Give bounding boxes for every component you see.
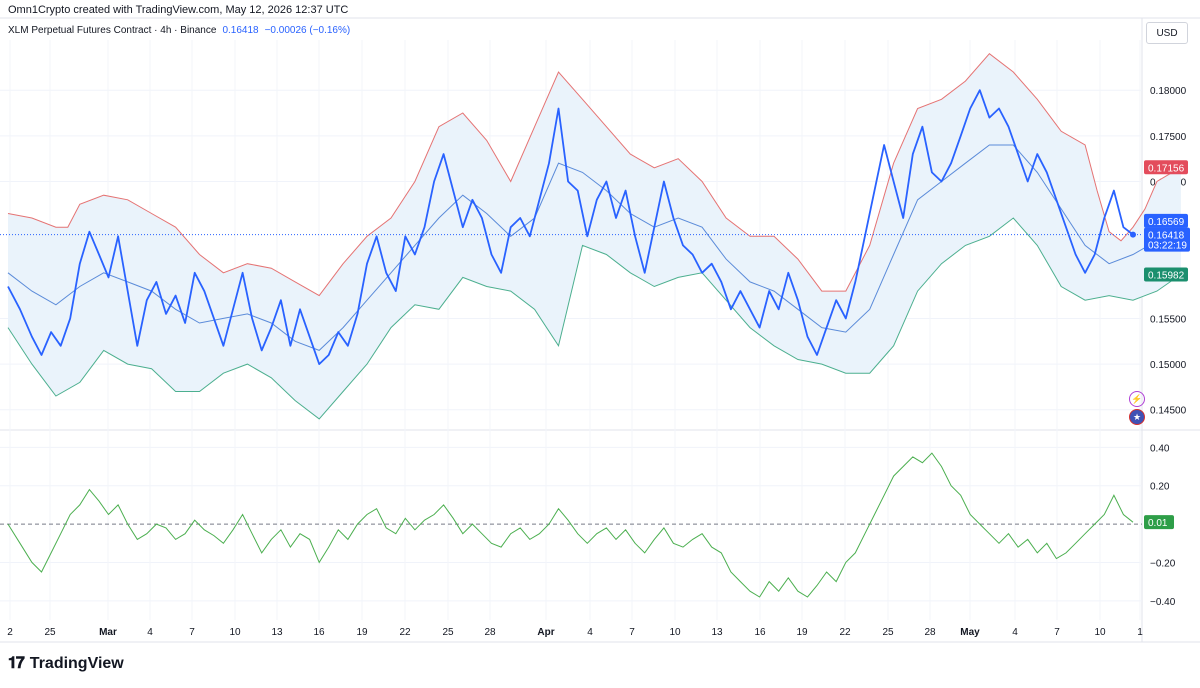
time-tick-label: 4 <box>147 627 153 638</box>
lower-band-label-bg <box>1144 267 1188 282</box>
tv-logo-icon: 𝟏𝟕 <box>8 655 25 672</box>
time-tick-label: Mar <box>99 627 117 638</box>
last-price-label-bg <box>1144 227 1190 252</box>
time-tick-label: 7 <box>1054 627 1060 638</box>
osc-value-label: 0.01 <box>1148 518 1168 529</box>
time-tick-label: 25 <box>44 627 56 638</box>
time-tick-label: 13 <box>271 627 283 638</box>
upper-band-label-bg <box>1144 160 1188 175</box>
time-tick-label: 19 <box>356 627 368 638</box>
brand-name: TradingView <box>29 655 124 672</box>
time-tick-label: 19 <box>796 627 808 638</box>
lower-band-label: 0.15982 <box>1148 270 1185 281</box>
time-tick-label: 2 <box>7 627 13 638</box>
band-fill <box>8 53 1181 419</box>
time-tick-label: 28 <box>924 627 936 638</box>
time-tick-label: 10 <box>1094 627 1106 638</box>
time-tick-label: 13 <box>711 627 723 638</box>
legend-change: −0.00026 (−0.16%) <box>264 25 351 36</box>
price-tick-label: 0.15000 <box>1150 360 1187 371</box>
time-tick-label: 7 <box>189 627 195 638</box>
bolt-icon[interactable]: ⚡ <box>1129 391 1145 407</box>
osc-tick-label: −0.40 <box>1150 597 1176 608</box>
time-tick-label: 10 <box>669 627 681 638</box>
time-tick-label: 22 <box>839 627 851 638</box>
basis-line <box>7 144 1182 351</box>
time-tick-label: 7 <box>629 627 635 638</box>
osc-tick-label: 0.40 <box>1150 443 1170 454</box>
symbol-name[interactable]: XLM Perpetual Futures Contract · 4h · Bi… <box>8 25 217 36</box>
lower-band-line <box>7 217 1182 420</box>
time-tick-label: 16 <box>313 627 325 638</box>
time-tick-label: 10 <box>229 627 241 638</box>
osc-tick-label: 0.20 <box>1150 482 1170 493</box>
upper-band-line <box>7 53 1182 297</box>
upper-band-label: 0.17156 <box>1148 163 1185 174</box>
time-tick-label: May <box>960 627 980 638</box>
price-line <box>7 89 1134 365</box>
tradingview-logo[interactable]: 𝟏𝟕 TradingView <box>8 655 124 673</box>
time-tick-label: 4 <box>1012 627 1018 638</box>
symbol-legend: XLM Perpetual Futures Contract · 4h · Bi… <box>8 25 350 36</box>
basis-label: 0.16569 <box>1148 217 1185 228</box>
time-tick-label: 4 <box>587 627 593 638</box>
price-tick-label: 0.14500 <box>1150 406 1187 417</box>
price-tick-label: 0.17500 <box>1150 132 1187 143</box>
last-price-dot <box>1130 231 1136 238</box>
osc-value-label-bg <box>1144 515 1174 530</box>
us-flag-icon[interactable]: ★ <box>1129 409 1145 425</box>
time-tick-label: 16 <box>754 627 766 638</box>
time-tick-label: 28 <box>484 627 496 638</box>
legend-price: 0.16418 <box>222 25 259 36</box>
price-tick-label: 0.15500 <box>1150 314 1187 325</box>
price-tick-label: 0.18000 <box>1150 86 1187 97</box>
basis-label-bg <box>1144 213 1188 228</box>
time-tick-label: 22 <box>399 627 411 638</box>
oscillator-line <box>7 452 1134 598</box>
time-tick-label: 25 <box>442 627 454 638</box>
last-price-label: 0.16418 <box>1148 231 1185 242</box>
countdown-label: 03:22:19 <box>1148 241 1187 252</box>
osc-tick-label: −0.20 <box>1150 558 1176 569</box>
currency-button[interactable]: USD <box>1146 22 1188 44</box>
time-tick-label: 25 <box>882 627 894 638</box>
attribution-text: Omn1Crypto created with TradingView.com,… <box>8 4 349 16</box>
time-tick-label: 1 <box>1137 627 1143 638</box>
time-tick-label: Apr <box>537 627 554 638</box>
